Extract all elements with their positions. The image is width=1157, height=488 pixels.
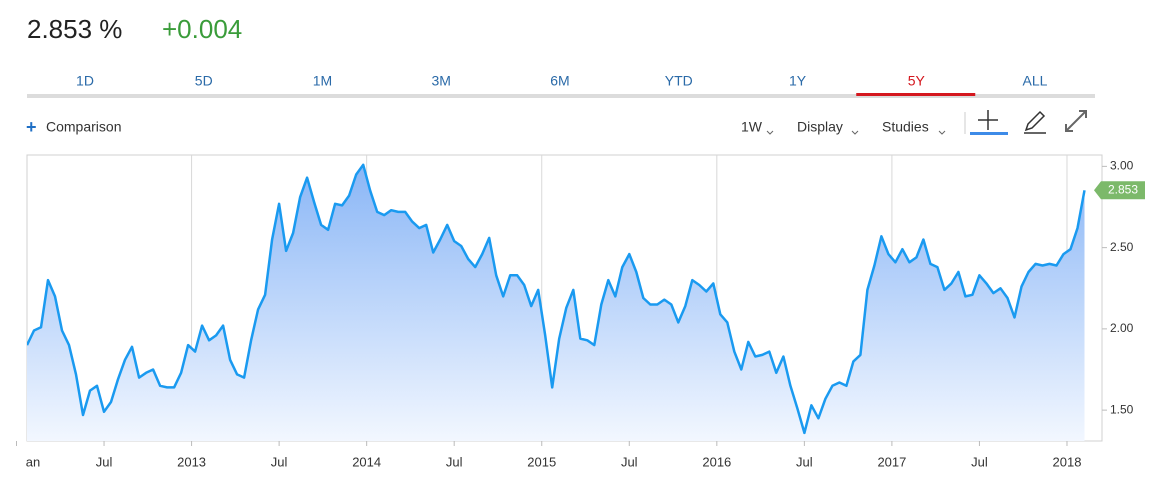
x-tick-label: Jul [271,454,288,469]
x-tick-label: 2018 [1053,454,1082,469]
x-tick-label: Jul [96,454,113,469]
tab[interactable]: 1M [313,73,332,89]
plus-icon: + [26,117,37,137]
tab[interactable]: YTD [665,73,693,89]
chevron [938,130,946,135]
expand-tool[interactable] [1065,110,1087,132]
x-tick-label: 2017 [877,454,906,469]
tab-bar [27,94,1095,98]
last-value-tag [1094,181,1145,200]
studies[interactable]: Studies [882,119,929,135]
x-tick-label: Jul [796,454,813,469]
x-tick-label: 2013 [177,454,206,469]
tool-active [970,132,1008,135]
display[interactable]: Display [797,119,843,135]
tab[interactable]: 6M [550,73,569,89]
crosshair-tool[interactable] [978,110,998,130]
x-tick-label: 2014 [352,454,381,469]
x-tick-label: Jul [621,454,638,469]
y-tick-label: 2.00 [1110,321,1134,335]
comparison[interactable]: Comparison [46,119,121,135]
tab[interactable]: 1D [76,73,94,89]
draw-tool[interactable] [1024,110,1046,134]
tab[interactable]: 5D [195,73,213,89]
x-tick-label: 2015 [527,454,556,469]
y-tick-label: 3.00 [1110,159,1134,173]
tab[interactable]: 5Y [908,73,926,89]
y-tick-label: 1.50 [1110,402,1134,416]
interval[interactable]: 1W [741,119,763,135]
y-tick-label: 2.50 [1110,240,1134,254]
line [27,163,1086,435]
chevron [766,130,774,135]
last-value-label: 2.853 [1108,182,1138,196]
tab[interactable]: 3M [432,73,451,89]
tab-underline [856,93,976,96]
x-tick-label: 2016 [702,454,731,469]
x-tick-label: an [26,454,40,469]
x-tick-label: Jul [971,454,988,469]
tab[interactable]: 1Y [789,73,807,89]
x-tick-label: Jul [446,454,463,469]
change: +0.004 [162,14,242,44]
price: 2.853 % [27,14,122,44]
chevron [851,130,859,135]
area [27,164,1085,441]
tab[interactable]: ALL [1023,73,1048,89]
